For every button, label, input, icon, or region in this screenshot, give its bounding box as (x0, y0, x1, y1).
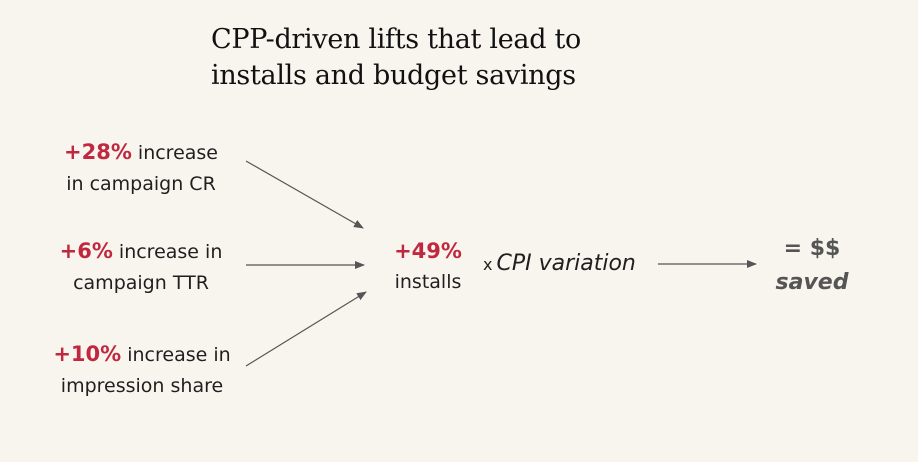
input-tap-through-rate: +6% increase in campaign TTR (21, 236, 261, 299)
input-impression-share: +10% increase in impression share (22, 339, 262, 402)
savings-label: saved (775, 270, 849, 295)
savings-outcome: = $$ saved (752, 232, 872, 300)
input-value: +28% (64, 140, 132, 164)
input-text: increase (131, 142, 218, 164)
input-text: in campaign CR (66, 173, 216, 195)
cpi-multiplier: x CPI variation (483, 251, 636, 276)
installs-value: +49% (394, 239, 462, 263)
installs-label: installs (394, 271, 462, 293)
title-line-1: CPP-driven lifts that lead to (211, 24, 581, 55)
arrow-share-to-installs (245, 291, 367, 367)
input-conversion-rate: +28% increase in campaign CR (21, 137, 261, 200)
input-text: impression share (60, 375, 224, 397)
input-text: increase in (121, 344, 231, 366)
installs-result: +49% installs (358, 236, 498, 298)
diagram-title: CPP-driven lifts that lead to installs a… (211, 22, 581, 94)
savings-value: = $$ (783, 236, 841, 261)
input-value: +6% (59, 239, 113, 263)
title-line-2: installs and budget savings (211, 60, 576, 91)
input-text: campaign TTR (73, 272, 209, 294)
input-value: +10% (53, 342, 122, 366)
multiply-symbol: x (483, 255, 493, 274)
cpi-label: CPI variation (496, 251, 636, 276)
arrow-cr-to-installs (245, 160, 364, 229)
input-text: increase in (112, 241, 223, 263)
